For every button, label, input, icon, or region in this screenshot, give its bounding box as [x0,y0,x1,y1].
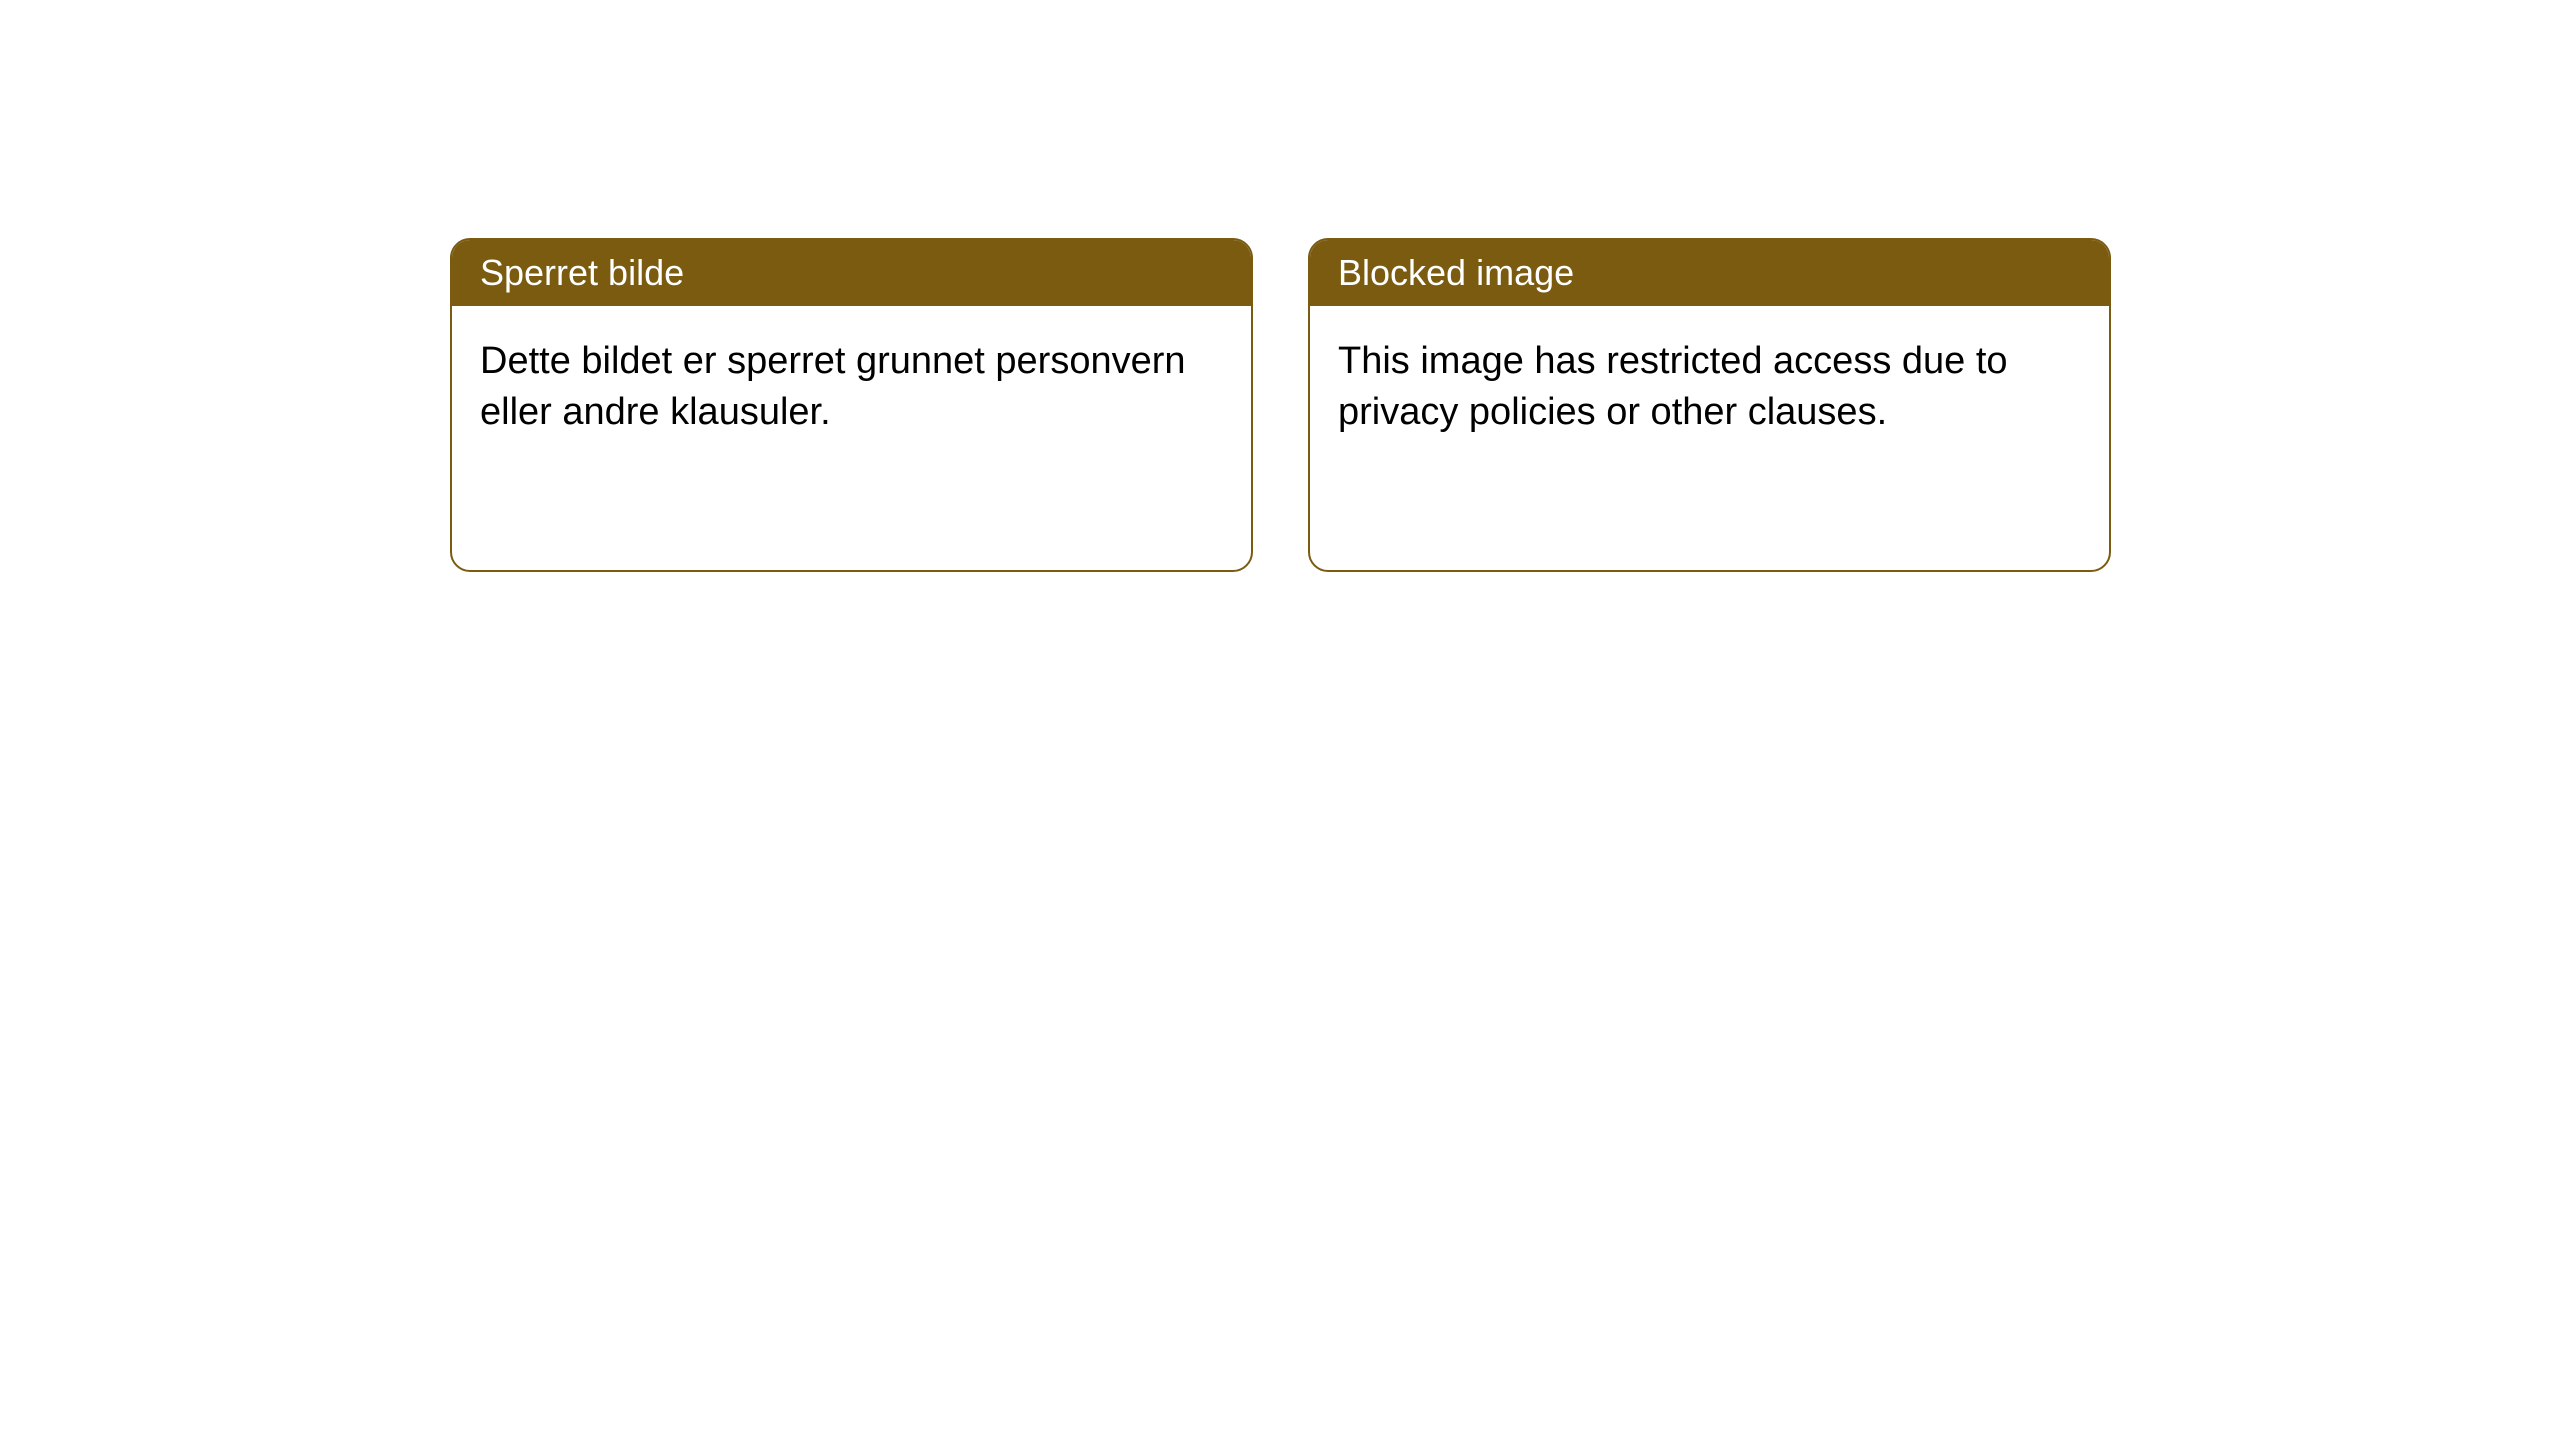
notice-card-english: Blocked image This image has restricted … [1308,238,2111,572]
notice-card-norwegian: Sperret bilde Dette bildet er sperret gr… [450,238,1253,572]
notice-body: Dette bildet er sperret grunnet personve… [452,306,1251,469]
notice-header: Blocked image [1310,240,2109,306]
notice-body: This image has restricted access due to … [1310,306,2109,469]
notice-header: Sperret bilde [452,240,1251,306]
notice-cards-container: Sperret bilde Dette bildet er sperret gr… [450,238,2111,572]
